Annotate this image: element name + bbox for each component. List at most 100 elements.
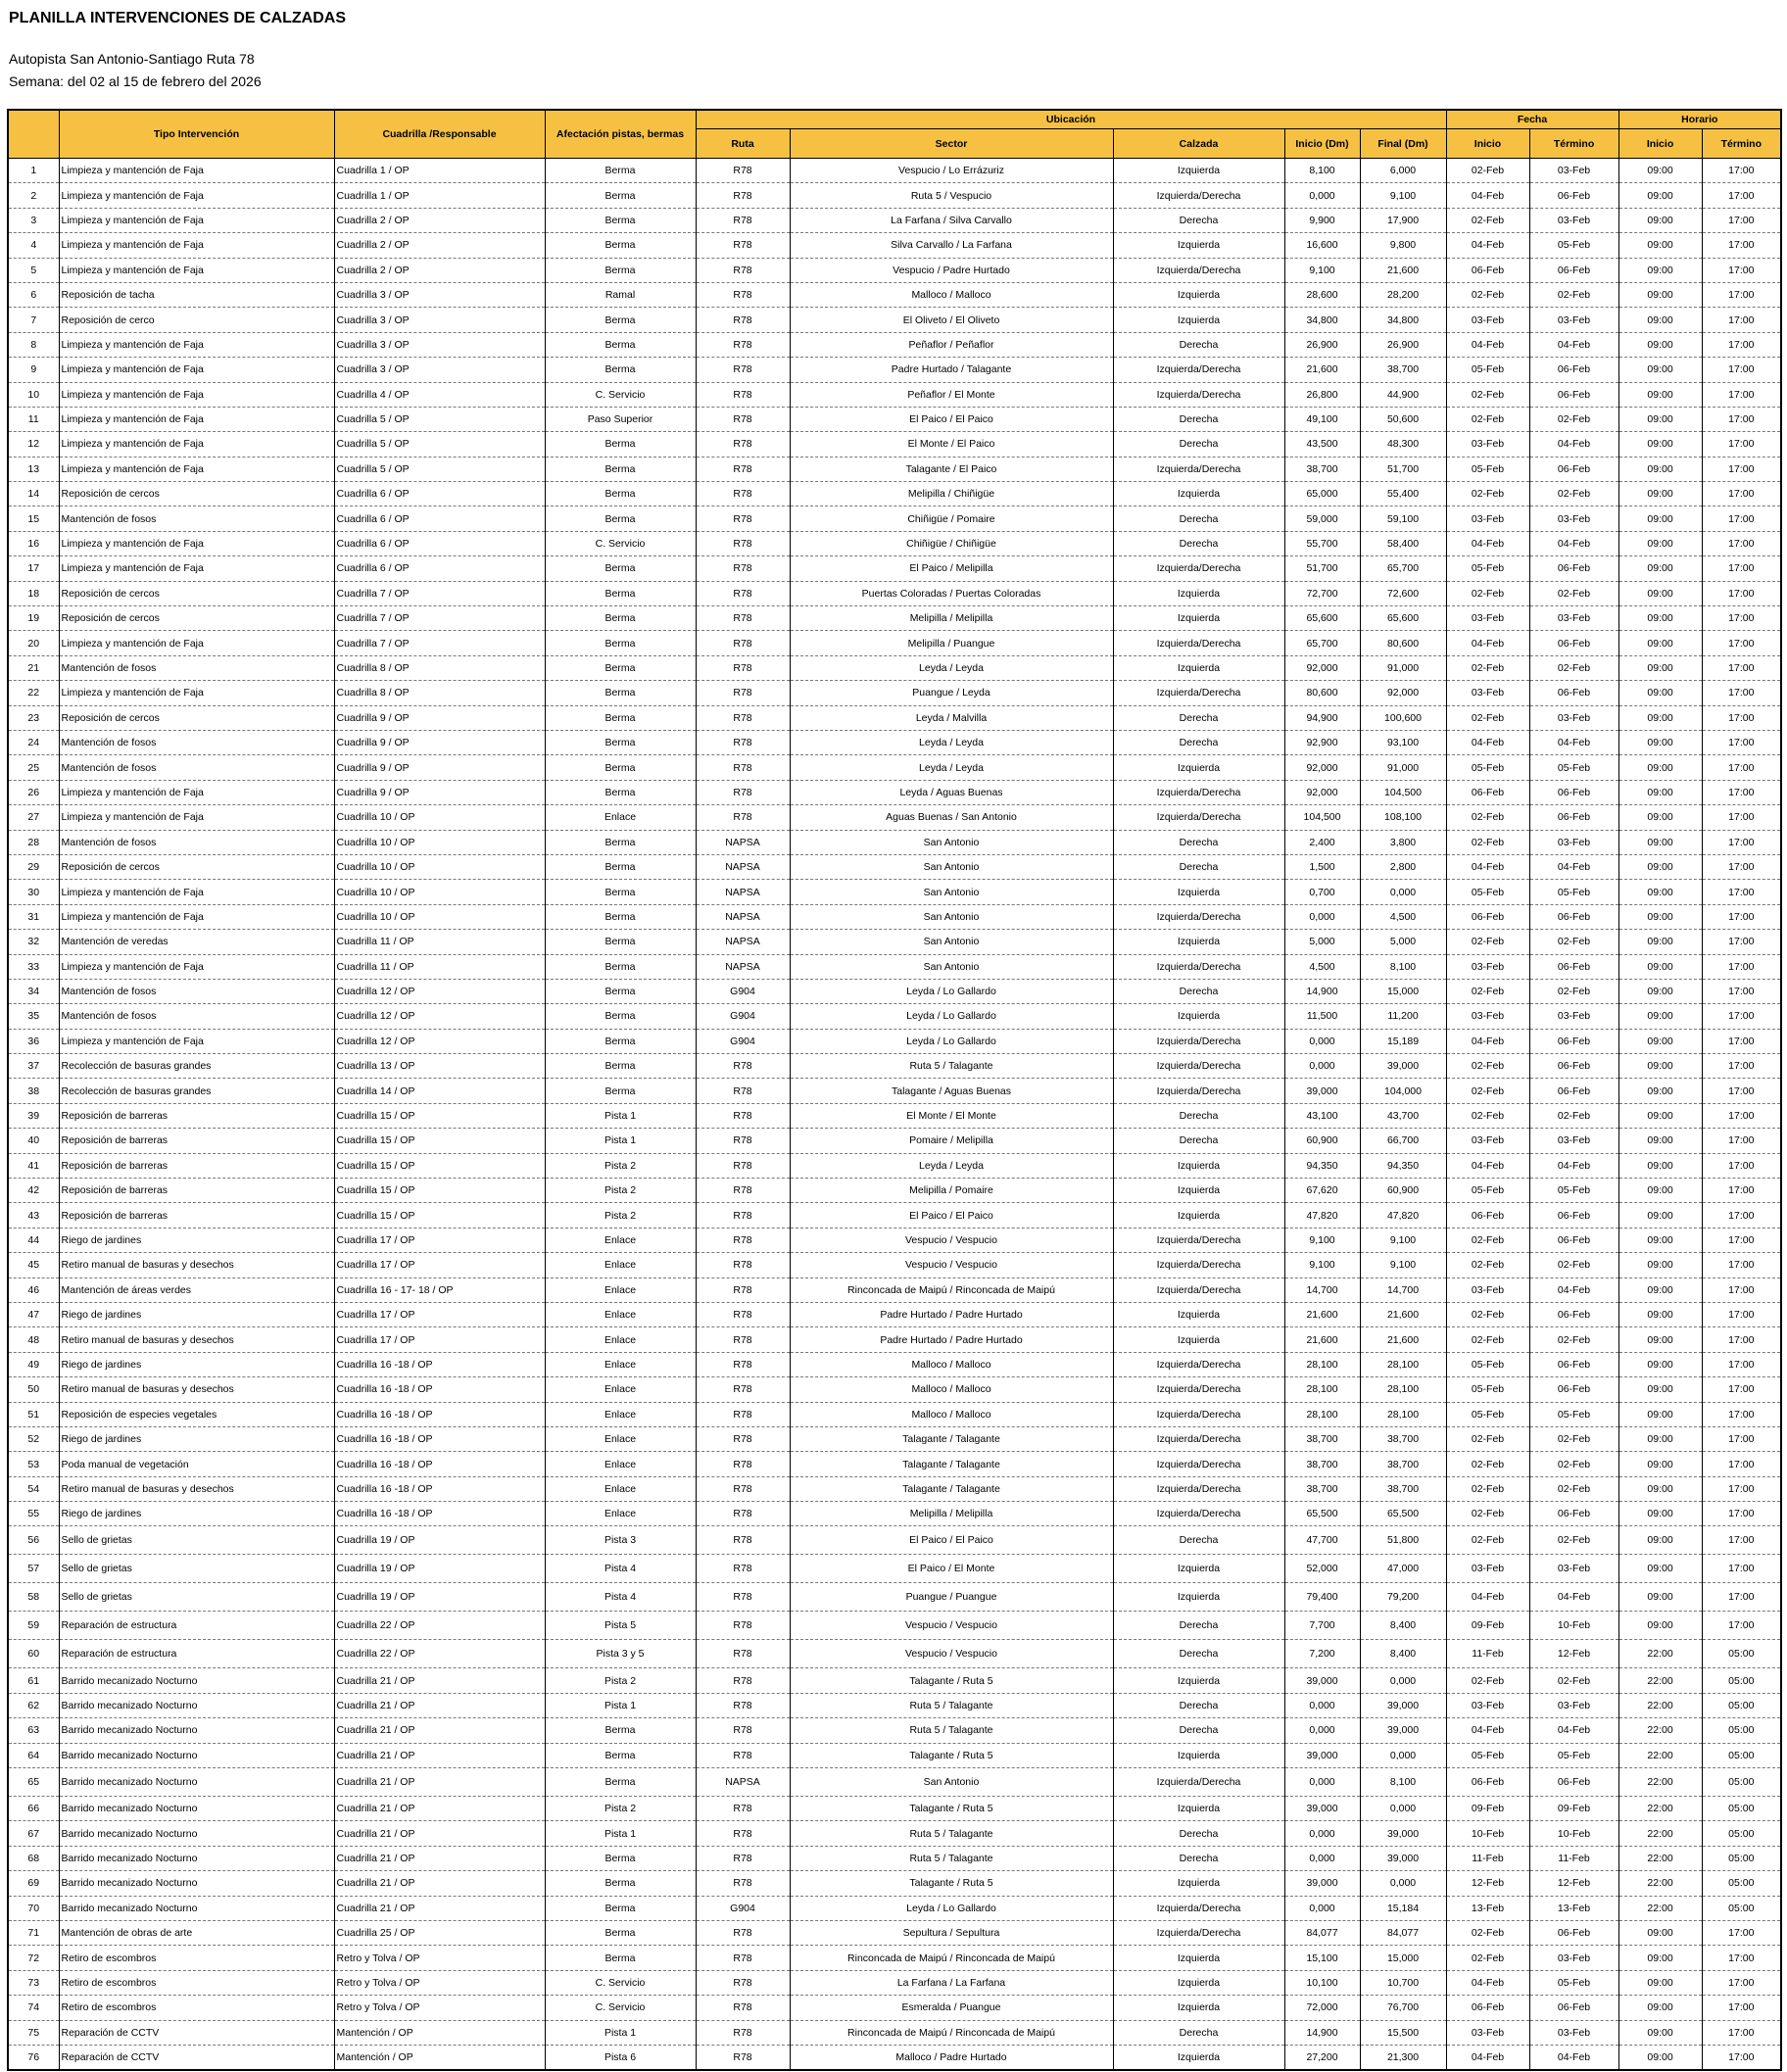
fecha-termino-cell: 05-Feb (1528, 1743, 1619, 1769)
hora-inicio-cell: 09:00 (1618, 1053, 1703, 1080)
ruta-cell: NAPSA (695, 904, 791, 931)
table-row: 74 Retiro de escombros Retro y Tolva / OP C… (7, 1995, 1782, 2021)
tipo-cell: Barrido mecanizado Nocturno (58, 1667, 335, 1694)
final-dm-cell: 104,500 (1359, 780, 1447, 806)
calzada-cell: Izquierda/Derecha (1112, 1252, 1285, 1278)
cuadrilla-cell: Cuadrilla 9 / OP (333, 705, 546, 731)
table-row: 8 Limpieza y mantención de Faja Cuadrilla … (7, 332, 1782, 359)
table-row: 63 Barrido mecanizado Nocturno Cuadrilla 2… (7, 1717, 1782, 1744)
sector-cell: Silva Carvallo / La Farfana (789, 232, 1114, 259)
ruta-cell: R78 (695, 158, 791, 184)
fecha-termino-cell: 02-Feb (1528, 929, 1619, 955)
cuadrilla-cell: Cuadrilla 17 / OP (333, 1228, 546, 1254)
fecha-termino-cell: 04-Feb (1528, 730, 1619, 756)
calzada-cell: Izquierda (1112, 1970, 1285, 1997)
table-row: 32 Mantención de veredas Cuadrilla 11 / OP… (7, 929, 1782, 955)
afectacion-cell: Pista 4 (544, 1582, 697, 1613)
row-number: 36 (7, 1029, 60, 1055)
final-dm-cell: 39,000 (1359, 1820, 1447, 1847)
row-number: 41 (7, 1153, 60, 1180)
fecha-inicio-cell: 02-Feb (1445, 1252, 1530, 1278)
tipo-cell: Mantención de fosos (58, 655, 335, 682)
table-row: 3 Limpieza y mantención de Faja Cuadrilla … (7, 208, 1782, 234)
hora-inicio-cell: 09:00 (1618, 1995, 1703, 2021)
cuadrilla-cell: Cuadrilla 14 / OP (333, 1078, 546, 1104)
hora-termino-cell: 05:00 (1701, 1717, 1782, 1744)
fecha-termino-cell: 06-Feb (1528, 1995, 1619, 2021)
hora-termino-cell: 17:00 (1701, 531, 1782, 557)
table-row: 54 Retiro manual de basuras y desechos Cua… (7, 1476, 1782, 1503)
table-row: 46 Mantención de áreas verdes Cuadrilla 16… (7, 1277, 1782, 1303)
ruta-cell: G904 (695, 979, 791, 1005)
hora-termino-cell: 17:00 (1701, 457, 1782, 483)
final-dm-cell: 17,900 (1359, 208, 1447, 234)
cuadrilla-cell: Cuadrilla 6 / OP (333, 531, 546, 557)
hora-inicio-cell: 22:00 (1618, 1870, 1703, 1897)
row-number: 51 (7, 1402, 60, 1427)
final-dm-cell: 91,000 (1359, 754, 1447, 781)
row-number: 62 (7, 1693, 60, 1719)
final-dm-cell: 9,800 (1359, 232, 1447, 259)
table-row: 52 Riego de jardines Cuadrilla 16 -18 / OP… (7, 1426, 1782, 1453)
hora-inicio-cell: 09:00 (1618, 1103, 1703, 1130)
final-dm-cell: 38,700 (1359, 1476, 1447, 1503)
row-number: 1 (7, 158, 60, 184)
fecha-termino-cell: 09-Feb (1528, 1796, 1619, 1822)
tipo-cell: Limpieza y mantención de Faja (58, 357, 335, 383)
inicio-dm-cell: 2,400 (1283, 830, 1361, 855)
inicio-dm-cell: 34,800 (1283, 307, 1361, 333)
afectacion-cell: Enlace (544, 1352, 697, 1378)
calzada-cell: Derecha (1112, 332, 1285, 359)
hora-inicio-cell: 09:00 (1618, 182, 1703, 209)
sector-cell: Malloco / Malloco (789, 1376, 1114, 1403)
inicio-dm-cell: 28,100 (1283, 1402, 1361, 1427)
afectacion-cell: Berma (544, 457, 697, 483)
row-number: 46 (7, 1277, 60, 1303)
final-dm-cell: 8,400 (1359, 1611, 1447, 1641)
afectacion-cell: Berma (544, 780, 697, 806)
tipo-cell: Barrido mecanizado Nocturno (58, 1870, 335, 1897)
final-dm-cell: 26,900 (1359, 332, 1447, 359)
sector-cell: Vespucio / Vespucio (789, 1611, 1114, 1641)
table-row: 6 Reposición de tacha Cuadrilla 3 / OP Rama… (7, 282, 1782, 309)
ruta-cell: R78 (695, 630, 791, 656)
table-row: 29 Reposición de cercos Cuadrilla 10 / OP B… (7, 854, 1782, 881)
fecha-termino-cell: 06-Feb (1528, 954, 1619, 980)
table-row: 2 Limpieza y mantención de Faja Cuadrilla … (7, 182, 1782, 209)
fecha-termino-cell: 06-Feb (1528, 1202, 1619, 1229)
afectacion-cell: Berma (544, 1945, 697, 1971)
afectacion-cell: C. Servicio (544, 1995, 697, 2021)
final-dm-cell: 6,000 (1359, 158, 1447, 184)
final-dm-cell: 43,700 (1359, 1103, 1447, 1130)
hora-inicio-cell: 09:00 (1618, 655, 1703, 682)
calzada-cell: Izquierda/Derecha (1112, 1376, 1285, 1403)
tipo-cell: Retiro manual de basuras y desechos (58, 1476, 335, 1503)
cuadrilla-cell: Cuadrilla 16 -18 / OP (333, 1501, 546, 1527)
inicio-dm-cell: 38,700 (1283, 1426, 1361, 1453)
sector-cell: Leyda / Lo Gallardo (789, 1029, 1114, 1055)
cuadrilla-cell: Cuadrilla 11 / OP (333, 954, 546, 980)
row-number: 72 (7, 1945, 60, 1971)
final-dm-cell: 65,500 (1359, 1501, 1447, 1527)
row-number: 57 (7, 1554, 60, 1584)
sector-cell: Leyda / Leyda (789, 754, 1114, 781)
inicio-dm-cell: 51,700 (1283, 555, 1361, 582)
cuadrilla-cell: Cuadrilla 8 / OP (333, 655, 546, 682)
cuadrilla-cell: Cuadrilla 21 / OP (333, 1693, 546, 1719)
row-number: 59 (7, 1611, 60, 1641)
hora-termino-cell: 17:00 (1701, 605, 1782, 632)
fecha-termino-cell: 06-Feb (1528, 1078, 1619, 1104)
final-dm-cell: 65,700 (1359, 555, 1447, 582)
hora-termino-cell: 17:00 (1701, 431, 1782, 458)
hora-termino-cell: 17:00 (1701, 1970, 1782, 1997)
tipo-cell: Reposición de especies vegetales (58, 1402, 335, 1427)
inicio-dm-cell: 94,900 (1283, 705, 1361, 731)
calzada-cell: Izquierda (1112, 1945, 1285, 1971)
tipo-cell: Mantención de áreas verdes (58, 1277, 335, 1303)
fecha-inicio-cell: 03-Feb (1445, 954, 1530, 980)
final-dm-cell: 15,184 (1359, 1896, 1447, 1922)
row-number: 69 (7, 1870, 60, 1897)
final-dm-cell: 55,400 (1359, 481, 1447, 507)
ruta-cell: R78 (695, 1970, 791, 1997)
row-number: 52 (7, 1426, 60, 1453)
